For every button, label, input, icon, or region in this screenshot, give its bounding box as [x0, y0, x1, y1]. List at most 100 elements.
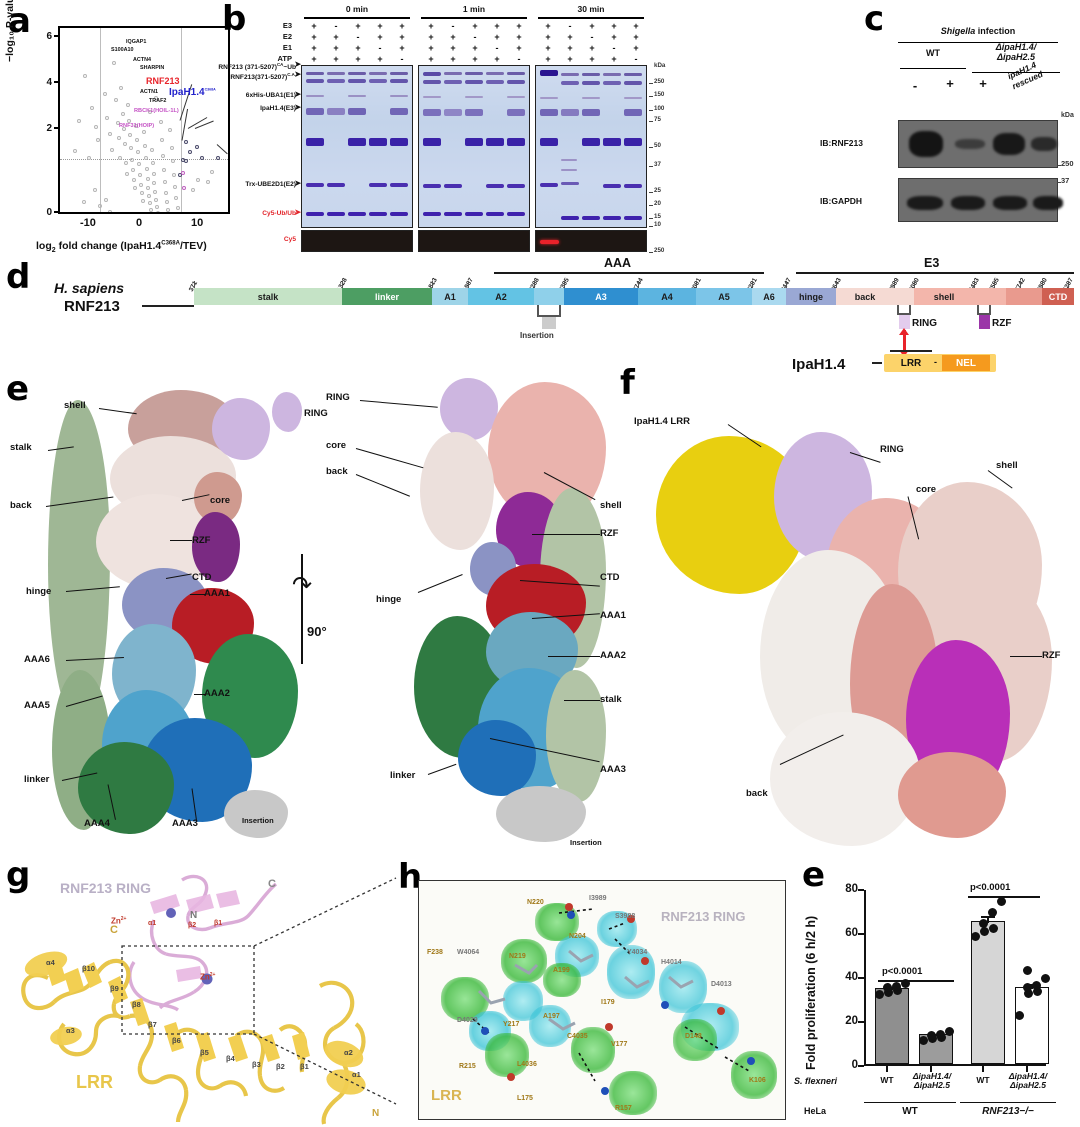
chart-errorbar-2	[987, 916, 989, 923]
panel-g-a2: α2	[344, 1048, 353, 1057]
map2-label-hinge: hinge	[376, 594, 402, 605]
h-residue-i3989: I3989	[589, 895, 607, 902]
h-residue-a199: A199	[553, 967, 570, 974]
volcano-label-rnf213: RNF213	[146, 76, 180, 86]
gel-condition-2-3-4: -	[634, 54, 638, 64]
gel-condition-1-1-4: +	[516, 32, 522, 42]
blot-lane-rescued: ipaH1.4 rescued	[1006, 59, 1045, 91]
panel-g-b6: β6	[172, 1036, 181, 1045]
gel-condition-2-2-3: -	[612, 43, 616, 53]
panel-h-interface-detail: h	[398, 860, 790, 1126]
chart-datapoint-1-0	[918, 1036, 928, 1046]
volcano-x-axis-title: log2 fold change (IpaH1.4C368A/TEV)	[36, 240, 207, 255]
cy5-panel-30min	[535, 230, 647, 252]
panel-letter-d: d	[6, 257, 31, 297]
blot-kda-37: 37	[1061, 176, 1070, 185]
gel-condition-1-1-0: +	[428, 32, 434, 42]
chart-row-label-bacteria: S. flexneri	[794, 1076, 838, 1086]
gel-condition-2-0-4: +	[633, 21, 639, 31]
chart-bar-2	[971, 921, 1005, 1064]
ring-box	[899, 315, 910, 329]
kda-15: 15	[654, 213, 661, 220]
rzf-label: RZF	[992, 318, 1012, 329]
panel-d-protein: RNF213	[64, 298, 120, 315]
gel-arrow-icon-5: ➤	[294, 178, 302, 188]
h-residue-w4064: W4064	[457, 949, 480, 956]
ring-small-blob	[272, 392, 302, 432]
h-residue-n204: N204	[569, 933, 586, 940]
panel-h-title-lrr: LRR	[431, 1087, 462, 1104]
gel-arrow-icon-2: ➤	[294, 69, 302, 79]
gel-block-1min	[418, 65, 530, 228]
blot-label-ib-gapdh: IB:GAPDH	[820, 196, 863, 206]
gel-condition-1-3-0: +	[428, 54, 434, 64]
panel-h-zoom-box: N220 I3989 S3988 N204 Y4034 H4014 D4013 …	[418, 880, 786, 1120]
panel-g-b1: β1	[300, 1062, 309, 1071]
cryoem-map-view1	[34, 390, 298, 852]
map2-label-stalk: stalk	[600, 694, 622, 705]
gel-condition-1-2-2: +	[472, 43, 478, 53]
gel-condition-2-0-2: +	[589, 21, 595, 31]
insertion-label: Insertion	[520, 331, 554, 340]
chart-datapoint-3-0	[1014, 1010, 1024, 1020]
panel-g-ribbon-drawing	[21, 874, 397, 1125]
chart-datapoint-0-1	[883, 987, 893, 997]
panel-g-b9: β9	[110, 984, 119, 993]
panel-f-complex-map: f IpaH1.4 LRR RING core shell RZF back	[618, 364, 1078, 858]
gel-row-label-e2: E2	[282, 32, 292, 41]
chart-datapoint-2-4	[987, 907, 997, 917]
panel-g-b10: β10	[82, 964, 95, 973]
panel-g-lrr-label: LRR	[76, 1072, 113, 1092]
gel-arrow-icon-3: ➤	[294, 89, 302, 99]
gel-condition-0-3-2: +	[355, 54, 361, 64]
map2-label-linker: linker	[390, 770, 416, 781]
blot-group-mutant: ΔipaH1.4/ΔipaH2.5	[995, 42, 1037, 63]
map1-label-aaa1: AAA1	[204, 588, 230, 599]
map1-label-hinge: hinge	[26, 586, 52, 597]
map3-label-ipah14-lrr: IpaH1.4 LRR	[634, 416, 690, 427]
h-residue-h4014: H4014	[661, 959, 682, 966]
h-residue-d148: D148	[685, 1033, 702, 1040]
gel-band-label-cy5: Cy5	[283, 236, 296, 243]
gel-condition-1-2-0: +	[428, 43, 434, 53]
panel-e-cryoem-maps: e shell stalk back core RZF CTD hinge AA…	[4, 372, 626, 858]
gel-condition-0-1-1: +	[333, 32, 339, 42]
map1-label-aaa4: AAA4	[84, 818, 110, 829]
chart-bar-3	[1015, 987, 1049, 1064]
gel-condition-1-2-4: +	[516, 43, 522, 53]
chart-datapoint-0-3	[882, 983, 892, 993]
chart-group-label-wt: WT	[902, 1106, 918, 1117]
gel-condition-1-3-2: +	[472, 54, 478, 64]
volcano-ytick-2: 2	[46, 123, 52, 134]
cryoem-map-view2	[392, 378, 612, 852]
panel-g-terminus-n1: N	[190, 910, 198, 921]
gel-condition-1-0-2: +	[472, 21, 478, 31]
panel-g-alpha1: α1	[148, 920, 157, 927]
gel-condition-2-0-0: +	[545, 21, 551, 31]
chart-datapoint-2-2	[988, 924, 998, 933]
panel-g-ring-lrr-structure: g RNF213 RING LRR	[4, 858, 404, 1126]
domain-a6: A6	[752, 288, 786, 305]
kda-10: 10	[654, 221, 661, 228]
map3-label-ring: RING	[880, 444, 904, 455]
kda-25: 25	[654, 187, 661, 194]
blot-group-wt: WT	[926, 48, 940, 58]
map1-label-aaa3: AAA3	[172, 818, 198, 829]
chart-datapoint-1-4	[935, 1029, 945, 1039]
gel-row-label-e1: E1	[282, 43, 292, 52]
domain-a4: A4	[638, 288, 696, 305]
domain-n-terminal-line	[142, 305, 194, 308]
domain-core-extra	[1006, 288, 1042, 305]
domain-a2-a3-gap	[534, 288, 564, 305]
gel-condition-0-1-0: +	[311, 32, 317, 42]
map-ring-small-label: RING	[304, 408, 328, 419]
chart-y-axis-title: Fold proliferation (6 h/2 h)	[804, 915, 818, 1070]
gel-condition-0-0-3: +	[377, 21, 383, 31]
chart-errorcap-2	[981, 916, 995, 918]
volcano-ytick-0: 0	[46, 207, 52, 218]
panel-d-species: H. sapiens	[54, 280, 125, 296]
map3-label-core: core	[916, 484, 937, 495]
panel-letter-g: g	[6, 855, 31, 895]
gel-condition-0-3-1: +	[333, 54, 339, 64]
gel-condition-1-3-3: +	[494, 54, 500, 64]
